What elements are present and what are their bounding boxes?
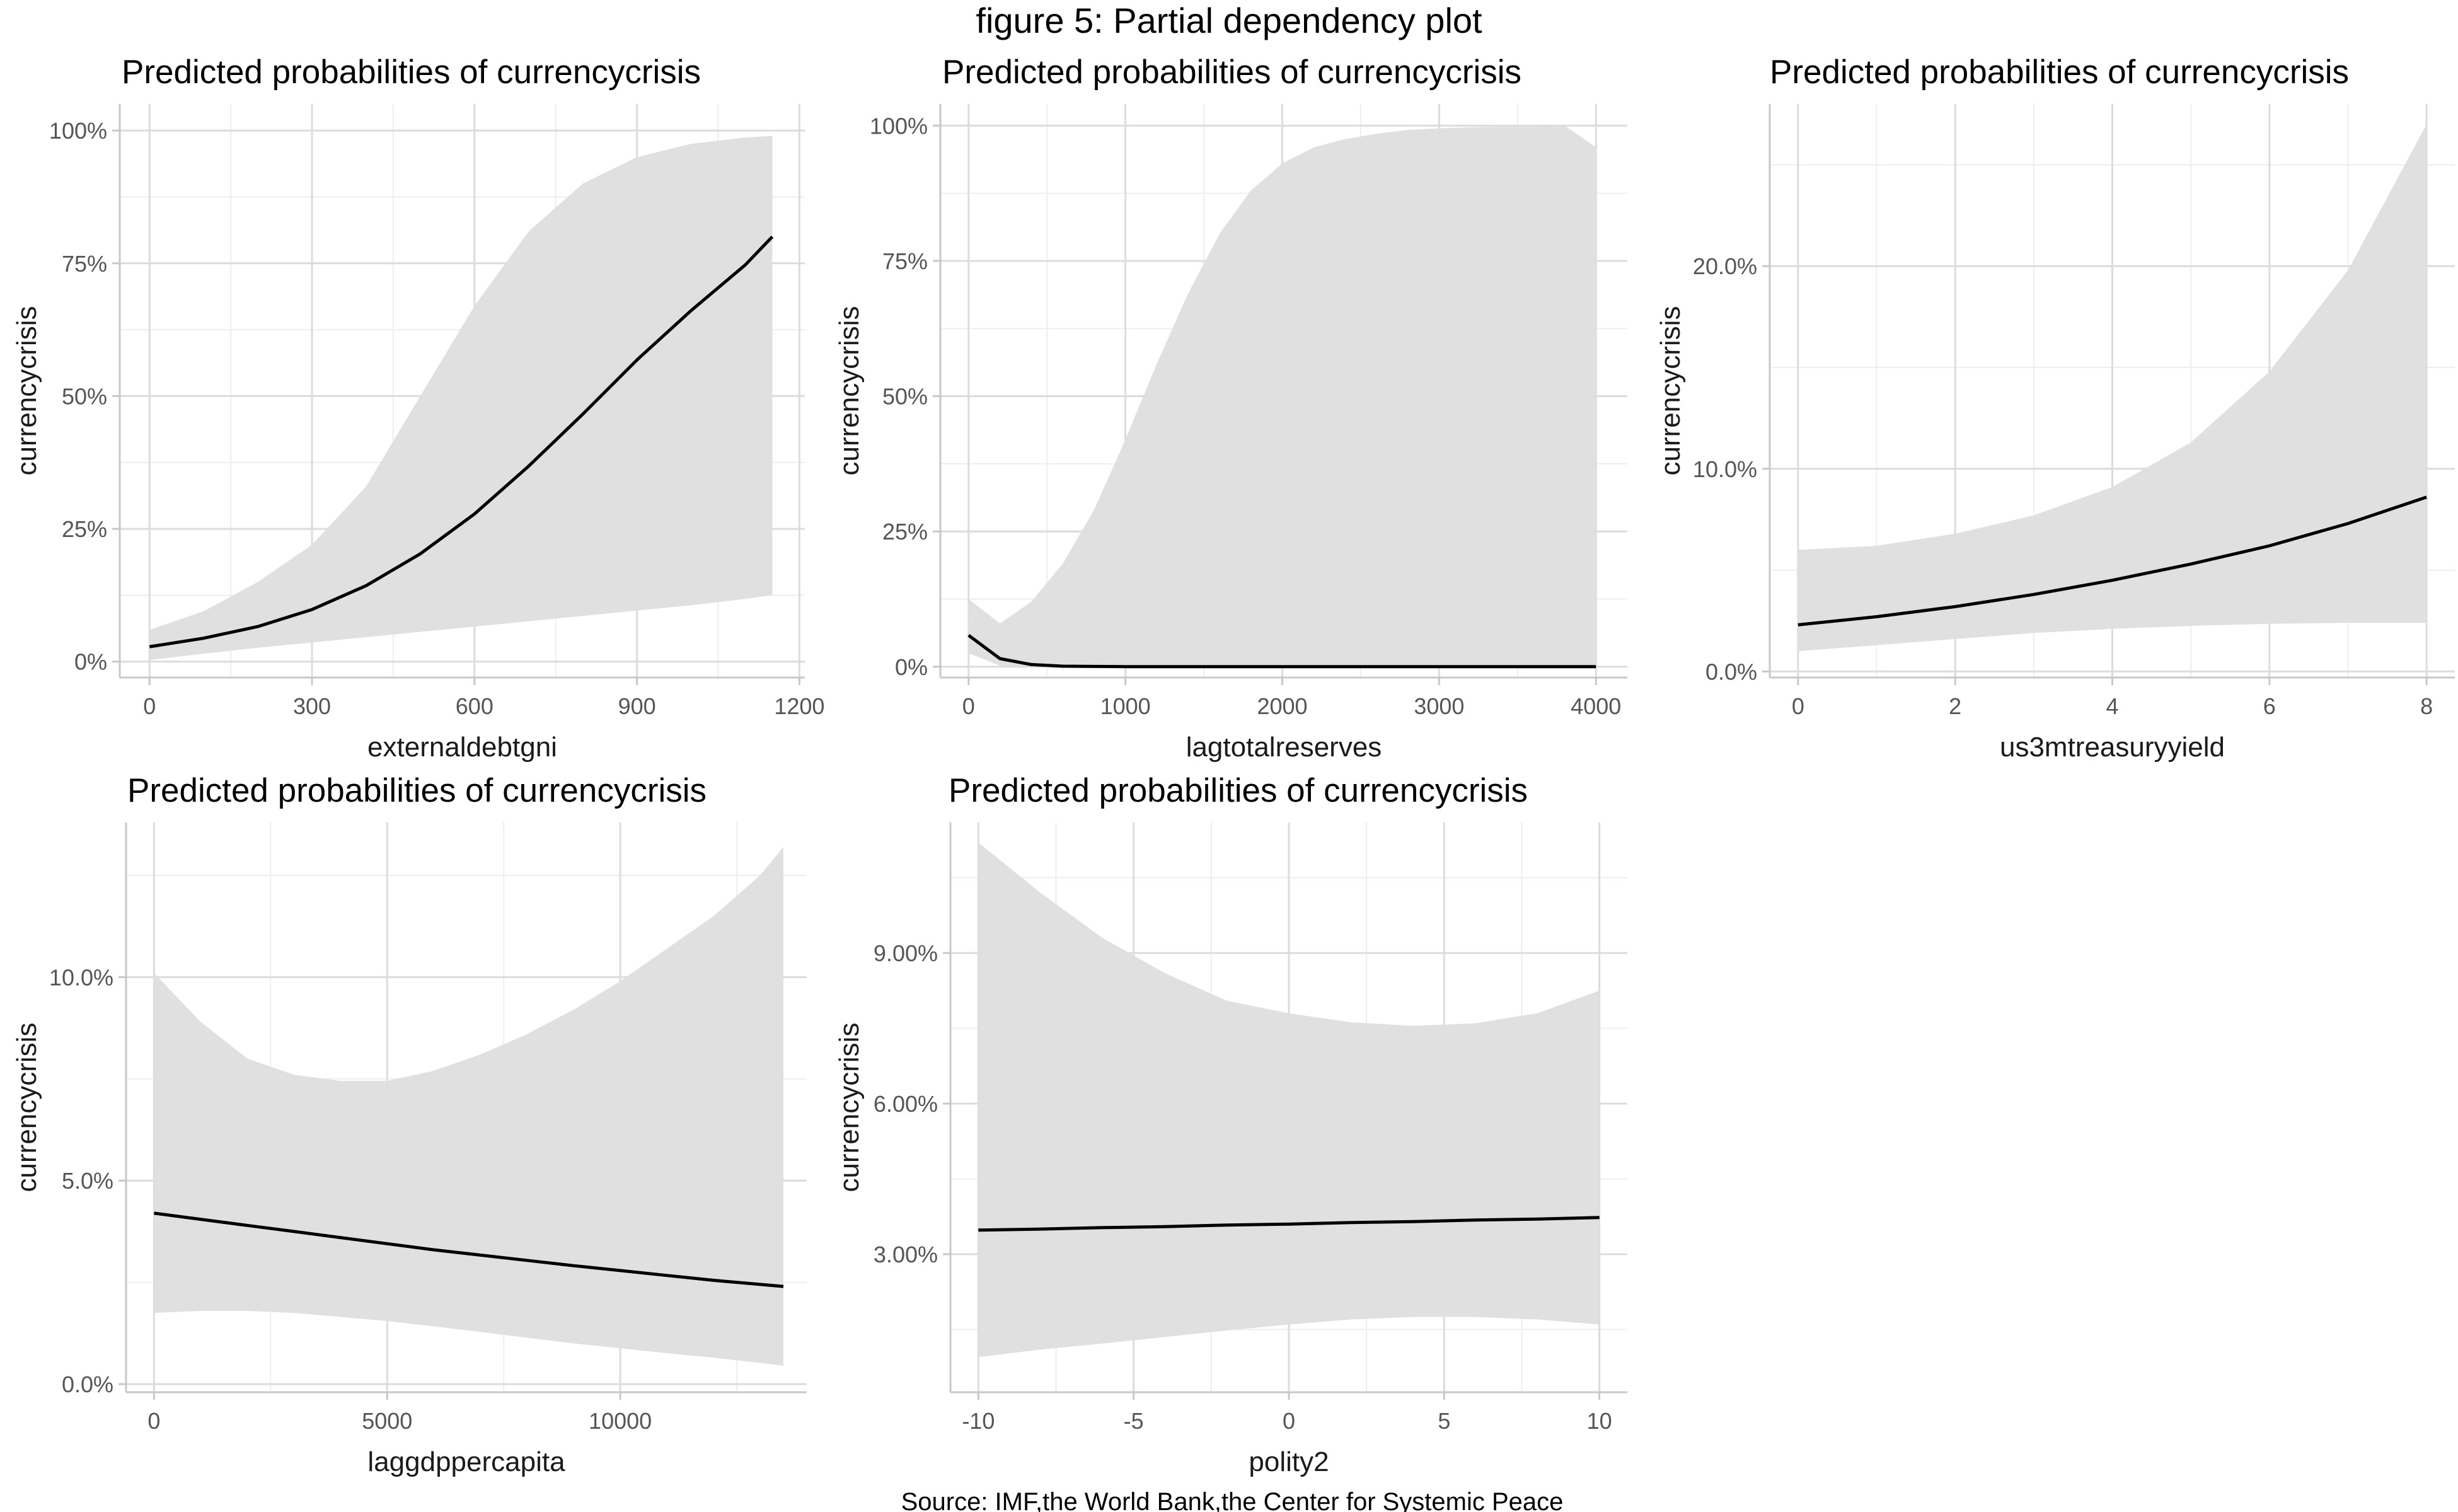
y-tick-label: 5.0% bbox=[62, 1168, 113, 1194]
chart-panel-4: 0 5000 10000 0.0% 5.0% 10.0% Predicted probabi… bbox=[11, 772, 807, 1477]
x-tick-label: 10000 bbox=[589, 1408, 652, 1434]
confidence-ribbon bbox=[968, 125, 1596, 667]
x-tick-label: 0 bbox=[1283, 1408, 1295, 1434]
confidence-ribbon bbox=[154, 846, 783, 1366]
y-tick-label: 75% bbox=[62, 251, 107, 277]
y-tick-label: 50% bbox=[62, 383, 107, 409]
x-tick-label: 1200 bbox=[774, 693, 824, 719]
x-tick-label: -5 bbox=[1124, 1408, 1144, 1434]
x-tick-label: 1000 bbox=[1100, 693, 1151, 719]
y-tick-label: 25% bbox=[882, 519, 928, 545]
x-tick-label: 4000 bbox=[1571, 693, 1621, 719]
prediction-line bbox=[967, 633, 1596, 669]
x-tick-label: 600 bbox=[456, 693, 493, 719]
x-tick-label: 0 bbox=[962, 693, 975, 719]
x-tick-label: -10 bbox=[962, 1408, 995, 1434]
x-axis-label: lagtotalreserves bbox=[1186, 732, 1382, 763]
chart-panel-3: 0 2 4 6 8 0.0% 10.0% 20.0% Predicted probabiliti… bbox=[1655, 54, 2455, 763]
x-tick-label: 2000 bbox=[1257, 693, 1307, 719]
y-tick-label: 50% bbox=[882, 384, 928, 410]
confidence-ribbon bbox=[149, 136, 773, 661]
y-tick-label: 100% bbox=[870, 113, 928, 139]
chart-title: Predicted probabilities of currencycrisi… bbox=[1770, 54, 2349, 91]
y-axis-label: currencycrisis bbox=[834, 306, 865, 476]
x-tick-label: 5000 bbox=[362, 1408, 412, 1434]
y-axis-label: currencycrisis bbox=[11, 306, 42, 476]
x-tick-label: 8 bbox=[2420, 693, 2433, 719]
prediction-line bbox=[978, 1216, 1600, 1232]
x-axis-label: laggdppercapita bbox=[367, 1446, 565, 1477]
x-axis-label: polity2 bbox=[1249, 1446, 1329, 1477]
chart-title: Predicted probabilities of currencycrisi… bbox=[949, 772, 1528, 809]
prediction-line bbox=[1797, 495, 2427, 626]
y-tick-label: 9.00% bbox=[874, 940, 938, 966]
y-tick-label: 0.0% bbox=[1705, 659, 1757, 684]
y-tick-label: 6.00% bbox=[874, 1091, 938, 1117]
chart-panel-5: -10 -5 0 5 10 3.00% 6.00% 9.00% Predicted probab… bbox=[834, 772, 1627, 1477]
y-axis-label: currencycrisis bbox=[834, 1023, 865, 1192]
chart-panel-2: 0 1000 2000 3000 4000 0% 25% 50% 75% 100% Predicte… bbox=[834, 54, 1627, 763]
prediction-line bbox=[149, 235, 774, 649]
x-tick-label: 300 bbox=[293, 693, 331, 719]
x-tick-label: 0 bbox=[143, 693, 156, 719]
x-axis-label: us3mtreasuryyield bbox=[2000, 732, 2225, 763]
x-tick-label: 5 bbox=[1438, 1408, 1450, 1434]
y-tick-label: 10.0% bbox=[49, 964, 113, 990]
chart-title: Predicted probabilities of currencycrisi… bbox=[942, 54, 1521, 91]
x-tick-label: 6 bbox=[2263, 693, 2276, 719]
x-tick-label: 4 bbox=[2106, 693, 2118, 719]
prediction-line bbox=[154, 1211, 784, 1288]
x-tick-label: 3000 bbox=[1414, 693, 1464, 719]
figure-caption: Source: IMF,the World Bank,the Center fo… bbox=[901, 1488, 1564, 1512]
y-axis-label: currencycrisis bbox=[11, 1023, 42, 1192]
y-tick-label: 25% bbox=[62, 516, 107, 542]
y-tick-label: 10.0% bbox=[1693, 456, 1757, 482]
y-tick-label: 0% bbox=[74, 649, 107, 675]
x-tick-label: 0 bbox=[1792, 693, 1804, 719]
y-axis-label: currencycrisis bbox=[1655, 306, 1686, 476]
x-tick-label: 10 bbox=[1587, 1408, 1612, 1434]
x-axis-label: externaldebtgni bbox=[367, 732, 557, 763]
x-tick-label: 0 bbox=[147, 1408, 160, 1434]
y-tick-label: 0% bbox=[895, 654, 928, 680]
y-tick-label: 100% bbox=[49, 118, 107, 144]
x-tick-label: 2 bbox=[1949, 693, 1961, 719]
y-tick-label: 3.00% bbox=[874, 1242, 938, 1267]
chart-title: Predicted probabilities of currencycrisi… bbox=[122, 54, 701, 91]
confidence-ribbon bbox=[1797, 124, 2427, 652]
y-tick-label: 75% bbox=[882, 248, 928, 274]
y-tick-label: 0.0% bbox=[62, 1371, 113, 1397]
y-tick-label: 20.0% bbox=[1693, 253, 1757, 279]
chart-panel-1: 0 300 600 900 1200 0% 25% 50% 75% 100% Predicted p… bbox=[11, 54, 824, 763]
x-tick-label: 900 bbox=[618, 693, 656, 719]
figure-title: figure 5: Partial dependency plot bbox=[976, 1, 1482, 40]
chart-title: Predicted probabilities of currencycrisi… bbox=[127, 772, 707, 809]
